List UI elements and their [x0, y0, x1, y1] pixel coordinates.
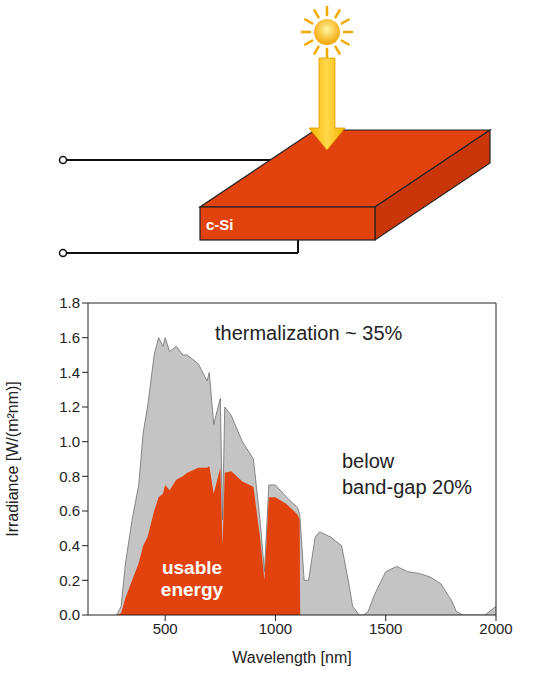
svg-text:0.2: 0.2 [59, 572, 80, 589]
svg-text:0.0: 0.0 [59, 606, 80, 623]
html-text:below: below [342, 450, 395, 472]
svg-text:0.6: 0.6 [59, 502, 80, 519]
svg-text:Wavelength [nm]: Wavelength [nm] [232, 649, 351, 666]
svg-text:c-Si: c-Si [206, 216, 234, 233]
svg-text:Irradiance [W/(m²nm)]: Irradiance [W/(m²nm)] [4, 381, 21, 537]
svg-text:1.2: 1.2 [59, 398, 80, 415]
svg-text:1.0: 1.0 [59, 433, 80, 450]
svg-text:1.8: 1.8 [59, 294, 80, 311]
svg-text:1500: 1500 [369, 620, 402, 637]
svg-text:2000: 2000 [479, 620, 512, 637]
svg-text:0.8: 0.8 [59, 468, 80, 485]
html-text:energy: energy [160, 579, 224, 600]
html-text:band-gap 20%: band-gap 20% [342, 476, 473, 498]
svg-text:1.6: 1.6 [59, 329, 80, 346]
svg-text:1000: 1000 [259, 620, 292, 637]
html-text:thermalization ~ 35%: thermalization ~ 35% [215, 322, 403, 344]
svg-text:500: 500 [153, 620, 178, 637]
html-text:usable: usable [161, 557, 223, 578]
svg-text:1.4: 1.4 [59, 364, 80, 381]
svg-text:0.4: 0.4 [59, 537, 80, 554]
